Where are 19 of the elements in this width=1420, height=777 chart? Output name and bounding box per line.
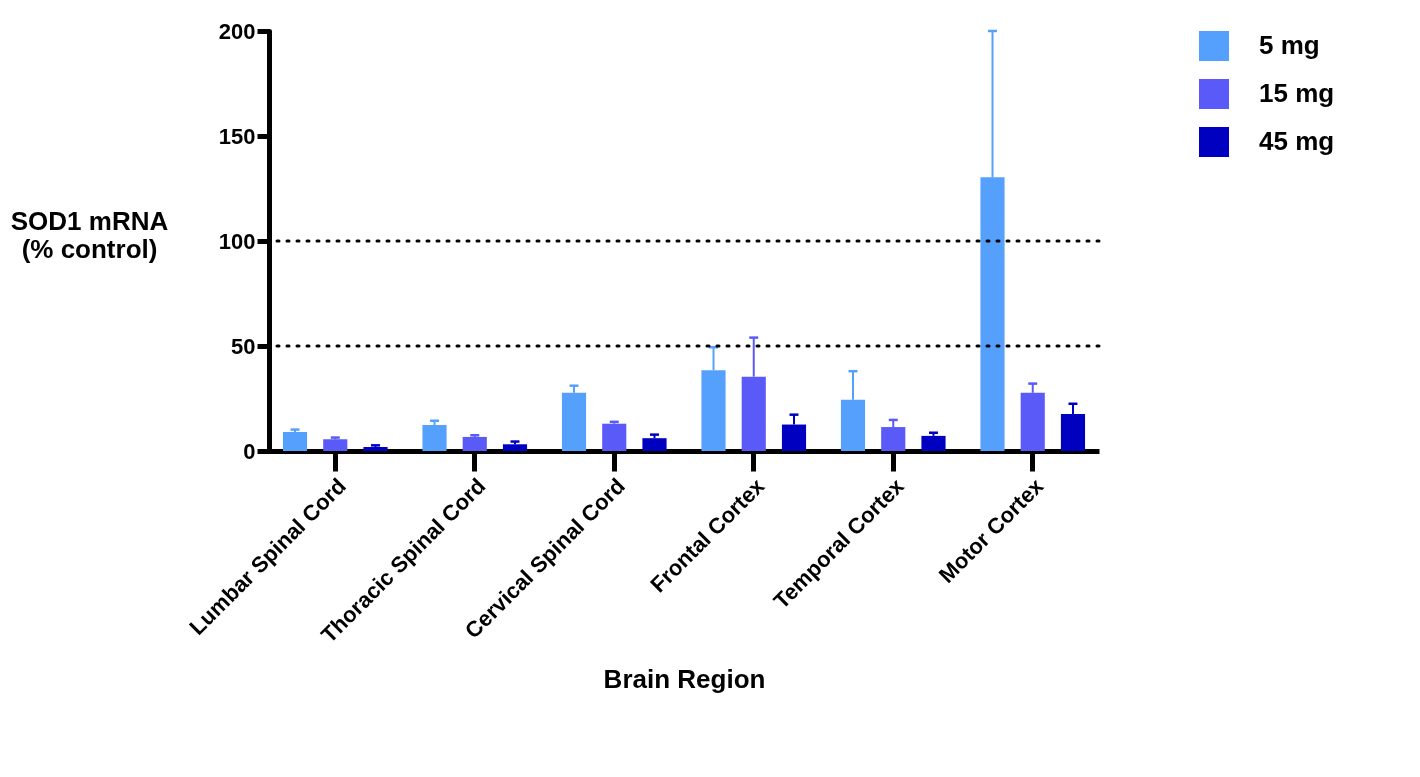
bar — [363, 447, 388, 451]
legend-label: 5 mg — [1259, 30, 1320, 60]
y-tick-label: 150 — [218, 123, 256, 149]
bar — [462, 436, 487, 451]
bar — [642, 438, 667, 451]
bar — [422, 424, 447, 451]
bar — [502, 444, 528, 451]
x-axis-title: Brain Region — [603, 663, 766, 694]
y-tick-label: 50 — [231, 333, 256, 359]
legend-label: 15 mg — [1259, 78, 1335, 108]
y-tick-label: 100 — [218, 228, 256, 254]
bar — [282, 432, 308, 451]
bar — [323, 439, 348, 451]
legend-label: 45 mg — [1259, 126, 1335, 156]
bar — [602, 423, 627, 451]
y-axis-title: SOD1 mRNA (% control) — [10, 205, 169, 264]
y-tick-label: 0 — [243, 438, 256, 464]
bar — [921, 435, 946, 451]
y-tick-label: 200 — [218, 18, 256, 44]
